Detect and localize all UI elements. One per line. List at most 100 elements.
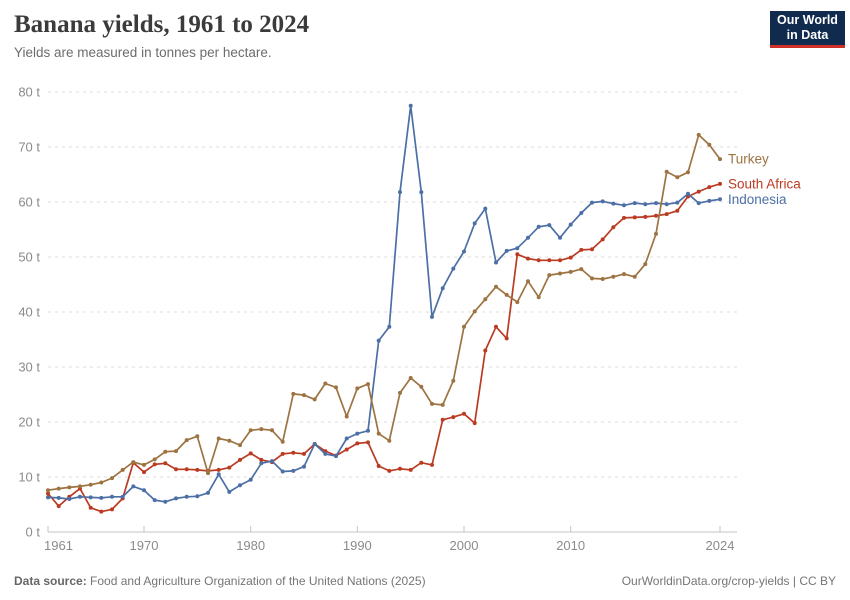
series-point-south-africa[interactable] [280, 451, 285, 456]
series-point-south-africa[interactable] [579, 247, 584, 252]
series-point-turkey[interactable] [632, 274, 637, 279]
series-point-indonesia[interactable] [504, 248, 509, 253]
series-point-turkey[interactable] [163, 449, 168, 454]
series-point-south-africa[interactable] [259, 457, 264, 462]
series-point-south-africa[interactable] [355, 441, 360, 446]
series-point-south-africa[interactable] [600, 237, 605, 242]
series-point-turkey[interactable] [238, 443, 242, 448]
series-point-south-africa[interactable] [163, 461, 168, 466]
series-point-turkey[interactable] [643, 262, 648, 267]
series-point-south-africa[interactable] [99, 509, 104, 514]
series-point-turkey[interactable] [526, 279, 530, 284]
series-point-turkey[interactable] [110, 476, 114, 481]
series-point-turkey[interactable] [536, 295, 541, 300]
series-point-turkey[interactable] [184, 438, 189, 443]
series-point-turkey[interactable] [462, 324, 466, 329]
series-point-indonesia[interactable] [622, 203, 626, 208]
series-point-turkey[interactable] [515, 300, 520, 305]
series-point-indonesia[interactable] [248, 477, 253, 482]
series-point-turkey[interactable] [355, 386, 360, 391]
series-point-south-africa[interactable] [248, 451, 253, 456]
series-point-turkey[interactable] [600, 277, 605, 281]
series-point-turkey[interactable] [334, 385, 338, 390]
series-point-south-africa[interactable] [504, 336, 509, 341]
series-point-indonesia[interactable] [195, 494, 200, 499]
series-point-south-africa[interactable] [398, 466, 402, 471]
series-point-south-africa[interactable] [622, 215, 626, 220]
chart-svg[interactable]: 0 t 10 t 20 t 30 t 40 t 50 t 60 t 70 t 80 t 1961 1… [0, 75, 850, 555]
series-point-turkey[interactable] [56, 486, 61, 491]
series-point-turkey[interactable] [142, 462, 146, 467]
series-point-indonesia[interactable] [184, 494, 189, 499]
series-point-south-africa[interactable] [675, 208, 680, 213]
series-point-south-africa[interactable] [195, 467, 200, 472]
series-point-indonesia[interactable] [56, 495, 61, 500]
series-point-indonesia[interactable] [611, 201, 616, 206]
series-point-indonesia[interactable] [451, 266, 456, 271]
series-point-indonesia[interactable] [376, 338, 381, 343]
series-point-south-africa[interactable] [302, 451, 306, 456]
series-point-south-africa[interactable] [483, 348, 488, 353]
series-point-turkey[interactable] [174, 449, 178, 454]
series-point-south-africa[interactable] [291, 450, 296, 455]
series-point-indonesia[interactable] [419, 190, 424, 195]
series-point-indonesia[interactable] [355, 431, 360, 436]
series-point-indonesia[interactable] [398, 190, 402, 195]
series-point-south-africa[interactable] [238, 457, 242, 462]
series-point-turkey[interactable] [67, 485, 72, 490]
series-point-indonesia[interactable] [408, 103, 413, 108]
series-point-turkey[interactable] [696, 132, 701, 137]
series-line-indonesia[interactable] [47, 104, 721, 503]
series-point-south-africa[interactable] [526, 256, 530, 261]
series-point-turkey[interactable] [280, 439, 285, 444]
series-point-south-africa[interactable] [366, 440, 370, 445]
series-point-indonesia[interactable] [227, 489, 232, 494]
series-point-indonesia[interactable] [67, 497, 72, 501]
series-point-turkey[interactable] [206, 471, 210, 476]
series-point-turkey[interactable] [131, 460, 136, 465]
series-point-turkey[interactable] [675, 175, 680, 180]
series-point-indonesia[interactable] [568, 222, 573, 227]
series-point-indonesia[interactable] [259, 461, 264, 466]
series-point-south-africa[interactable] [568, 255, 573, 260]
series-point-south-africa[interactable] [451, 415, 456, 420]
series-point-south-africa[interactable] [376, 464, 381, 468]
series-point-turkey[interactable] [88, 482, 93, 487]
footer-attribution[interactable]: OurWorldinData.org/crop-yields | CC BY [621, 574, 836, 588]
series-point-south-africa[interactable] [536, 258, 541, 263]
series-point-indonesia[interactable] [462, 249, 466, 254]
series-point-south-africa[interactable] [494, 324, 498, 329]
series-point-turkey[interactable] [344, 414, 349, 419]
series-point-indonesia[interactable] [590, 200, 594, 205]
series-point-south-africa[interactable] [88, 505, 93, 510]
series-point-indonesia[interactable] [483, 206, 488, 211]
series-point-turkey[interactable] [472, 309, 477, 314]
series-point-indonesia[interactable] [536, 224, 541, 229]
series-point-turkey[interactable] [611, 274, 616, 279]
series-point-turkey[interactable] [430, 401, 434, 406]
series-point-turkey[interactable] [120, 467, 125, 472]
series-point-indonesia[interactable] [600, 199, 605, 204]
series-point-turkey[interactable] [440, 402, 445, 407]
series-point-indonesia[interactable] [270, 459, 274, 464]
series-point-indonesia[interactable] [206, 490, 210, 495]
series-point-south-africa[interactable] [440, 417, 445, 422]
series-point-indonesia[interactable] [643, 202, 648, 207]
series-line-turkey[interactable] [47, 134, 721, 492]
series-point-south-africa[interactable] [430, 462, 434, 467]
series-point-indonesia[interactable] [558, 235, 562, 240]
series-point-indonesia[interactable] [46, 495, 50, 500]
series-point-south-africa[interactable] [632, 215, 637, 220]
series-point-turkey[interactable] [558, 271, 562, 276]
series-point-turkey[interactable] [419, 384, 424, 389]
series-point-south-africa[interactable] [472, 421, 477, 426]
series-point-turkey[interactable] [686, 170, 690, 175]
series-point-south-africa[interactable] [227, 465, 232, 470]
series-point-south-africa[interactable] [664, 212, 669, 217]
series-point-indonesia[interactable] [142, 488, 146, 493]
series-point-indonesia[interactable] [344, 436, 349, 441]
series-point-turkey[interactable] [451, 378, 456, 383]
series-point-indonesia[interactable] [387, 324, 392, 329]
series-point-turkey[interactable] [376, 431, 381, 436]
series-point-south-africa[interactable] [184, 467, 189, 472]
